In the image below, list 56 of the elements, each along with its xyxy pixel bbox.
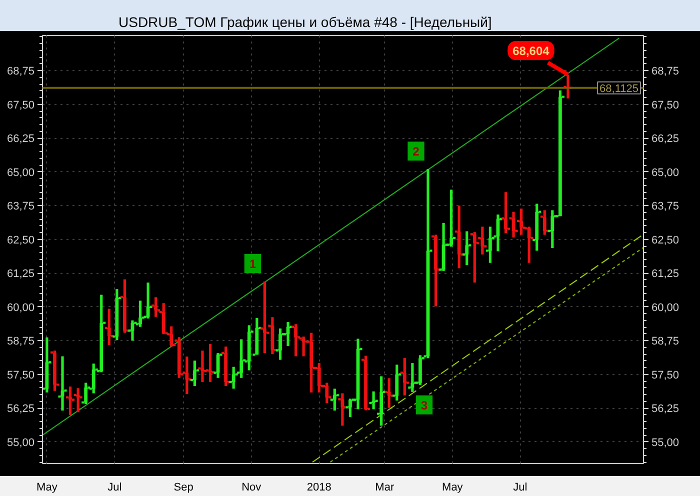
annotation: 3	[420, 398, 428, 412]
candlestick	[162, 302, 166, 336]
annotation: 1	[249, 257, 256, 271]
candlestick	[542, 208, 546, 236]
y-tick-label: 56,25	[6, 403, 35, 416]
y2-tick-label: 67,50	[652, 99, 680, 112]
y2-tick-label: 56,25	[652, 403, 680, 416]
y-tick-label: 65,00	[6, 166, 35, 179]
y-tick-label: 60,00	[6, 302, 35, 314]
candlestick	[395, 363, 399, 402]
candlestick	[278, 327, 282, 362]
candlestick	[496, 213, 500, 253]
annotation: 68,604	[512, 44, 550, 58]
y-tick-label: 68,75	[6, 66, 35, 78]
candlestick	[216, 352, 220, 380]
candlestick	[76, 386, 80, 414]
y2-tick-label: 66,25	[652, 133, 680, 146]
y-tick-label: 62,50	[6, 234, 35, 246]
x-tick-label: Sep	[174, 482, 194, 494]
candlestick	[550, 208, 554, 250]
x-tick-label: May	[442, 482, 464, 494]
candlestick	[68, 385, 72, 416]
y2-tick-label: 65,00	[652, 166, 680, 179]
candlestick	[208, 342, 212, 384]
y2-tick-label: 61,25	[652, 268, 680, 280]
y2-tick-label: 55,00	[652, 436, 680, 449]
candlestick	[317, 362, 321, 394]
x-tick-label: Nov	[242, 482, 262, 494]
y2-tick-label: 63,75	[652, 200, 680, 213]
y-tick-label: 57,50	[6, 369, 35, 382]
y2-tick-label: 60,00	[652, 302, 680, 314]
x-tick-label: Jul	[108, 482, 122, 494]
x-tick-label: Jul	[513, 482, 528, 494]
candlestick	[84, 381, 88, 406]
x-tick-label: Mar	[375, 482, 394, 494]
candlestick	[240, 338, 244, 380]
candlestick	[92, 362, 96, 395]
candlestick	[488, 225, 492, 264]
y2-tick-label: 57,50	[652, 369, 680, 382]
chart-title: USDRUB_TOM График цены и объёма #48 - [Недельный]	[118, 14, 492, 30]
y2-tick-label: 68,75	[652, 66, 680, 78]
candlestick	[200, 349, 204, 384]
y2-tick-label: 62,50	[652, 234, 680, 246]
y2-tick-label: 58,75	[652, 336, 680, 348]
y-tick-label: 61,25	[6, 268, 35, 280]
candlestick	[512, 210, 516, 239]
y-tick-label: 66,25	[6, 133, 35, 146]
x-tick-label: 2018	[306, 482, 332, 494]
candlestick	[372, 390, 376, 411]
y-tick-label: 63,75	[6, 200, 35, 213]
y-tick-label: 67,50	[6, 99, 35, 112]
y-tick-label: 55,00	[6, 436, 35, 449]
y-tick-label: 58,75	[6, 336, 35, 348]
annotation: 2	[412, 144, 420, 159]
x-tick-label: May	[36, 482, 58, 494]
ref-line-label: 68,1125	[600, 82, 639, 95]
